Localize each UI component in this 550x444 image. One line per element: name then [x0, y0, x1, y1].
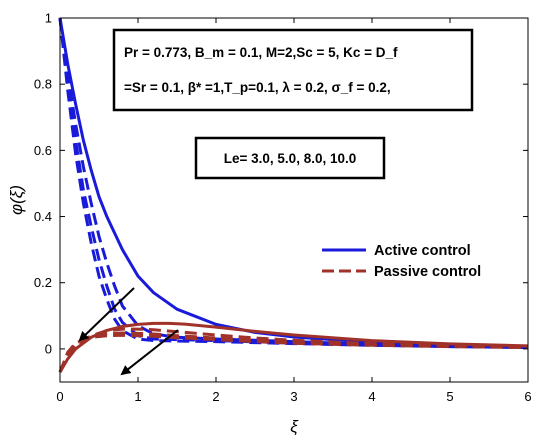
series-line-active-control-le-3 — [58, 17, 529, 348]
parameter-annotation: Pr = 0.773, B_m = 0.1, M=2,Sc = 5, Kc = … — [112, 28, 474, 112]
parameter-annotation-box — [112, 28, 474, 112]
y-tick-label: 0.8 — [34, 77, 52, 92]
y-tick-label: 0.6 — [34, 143, 52, 158]
x-tick-label: 1 — [134, 389, 141, 404]
le-annotation-text: Le= 3.0, 5.0, 8.0, 10.0 — [224, 151, 356, 166]
le-annotation: Le= 3.0, 5.0, 8.0, 10.0 — [194, 136, 386, 180]
y-tick-label: 0.4 — [34, 209, 52, 224]
y-tick-label: 0.2 — [34, 275, 52, 290]
series-line-passive-control-le-3 — [58, 321, 529, 373]
y-tick-label: 1 — [45, 11, 52, 26]
x-axis-title: ξ — [290, 417, 299, 436]
legend-label-passive: Passive control — [374, 264, 481, 280]
x-tick-label: 5 — [446, 389, 453, 404]
parameter-line-1: Pr = 0.773, B_m = 0.1, M=2,Sc = 5, Kc = … — [124, 45, 398, 60]
parameter-line-2: =Sr = 0.1, β* =1,T_p=0.1, λ = 0.2, σ_f =… — [124, 80, 391, 95]
legend: Active control Passive control — [322, 243, 481, 280]
active-direction-arrow — [78, 287, 135, 342]
series-line-active-control-le-10 — [58, 17, 529, 350]
x-tick-label: 3 — [290, 389, 297, 404]
le-annotation-box — [194, 136, 386, 180]
direction-arrows — [78, 287, 179, 376]
legend-label-active: Active control — [374, 243, 471, 259]
x-tick-label: 2 — [212, 389, 219, 404]
x-tick-label: 4 — [368, 389, 375, 404]
x-tick-label: 6 — [524, 389, 531, 404]
y-axis-title: φ(ξ) — [7, 185, 26, 215]
y-tick-label: 0 — [45, 341, 52, 356]
x-tick-label: 0 — [56, 389, 63, 404]
passive-direction-arrow — [120, 329, 179, 376]
ticks-layer: 0 1 2 3 4 5 6 0 0.2 0.4 0.6 0.8 1 — [34, 11, 532, 405]
